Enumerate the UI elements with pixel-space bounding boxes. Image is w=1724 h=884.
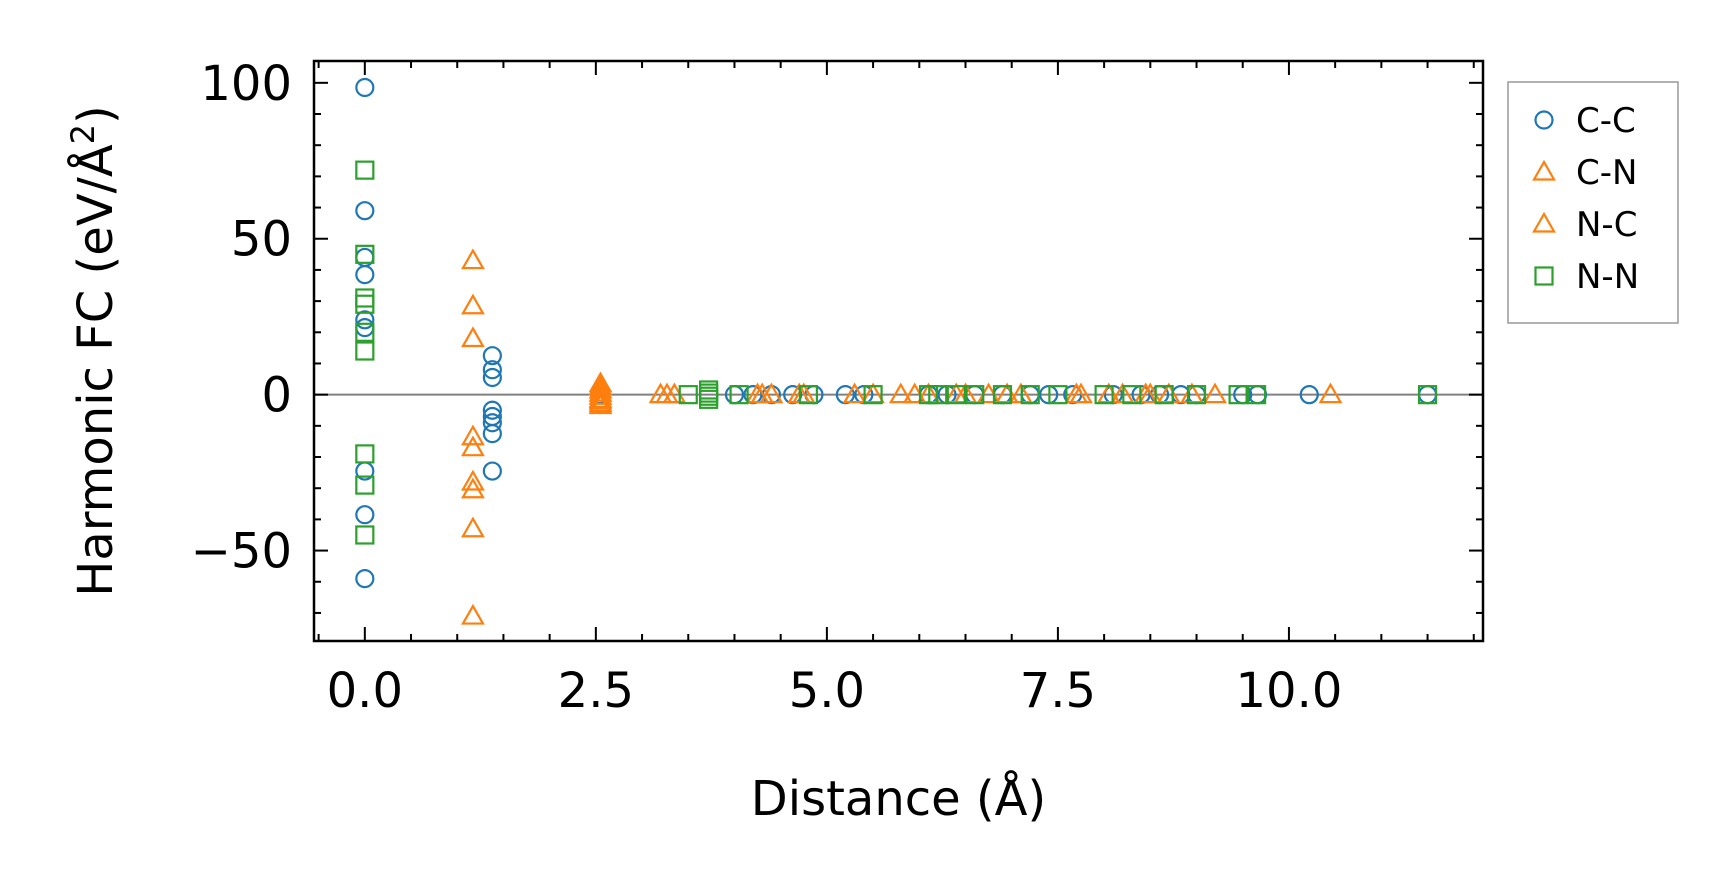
data-point-n-n [355, 525, 375, 545]
data-point-n-n [946, 385, 966, 405]
x-tick-label: 5.0 [789, 663, 865, 719]
legend-item-n-c: N-C [1532, 205, 1637, 245]
data-point-n-n [1122, 385, 1142, 405]
y-axis-label-close: ) [68, 105, 124, 124]
y-axis-label-main: Harmonic FC (eV/Å [67, 144, 124, 597]
data-point-c-n [461, 469, 485, 491]
data-point-c-c [1299, 385, 1319, 405]
data-point-n-c [750, 382, 775, 404]
data-point-n-n [992, 385, 1013, 405]
data-point-n-n [355, 341, 375, 361]
data-point-n-n [355, 444, 375, 464]
data-point-c-c [482, 413, 502, 433]
data-point-n-n [1246, 385, 1267, 405]
y-axis-label-superscript: 2 [64, 124, 102, 144]
legend-marker-c-c [1534, 110, 1554, 130]
legend-marker-n-n [1534, 266, 1554, 286]
y-tick-label: 0 [261, 368, 292, 424]
data-point-c-c [355, 265, 375, 285]
data-point-n-n [355, 244, 375, 264]
data-point-n-n [355, 322, 375, 342]
data-point-c-c [355, 77, 375, 98]
data-point-c-n [461, 477, 485, 499]
legend-label: C-C [1576, 101, 1636, 141]
data-point-n-c [1069, 382, 1093, 404]
data-point-n-n [1186, 385, 1207, 405]
data-point-n-n [678, 385, 698, 405]
legend-label: N-N [1576, 257, 1639, 297]
data-point-c-c [482, 461, 502, 481]
legend-marker-c-n [1532, 159, 1556, 181]
data-point-n-n [1020, 385, 1040, 405]
data-point-c-n [842, 382, 867, 404]
data-point-n-n [1154, 385, 1174, 405]
legend-marker-n-c [1532, 211, 1556, 233]
data-point-n-n [355, 475, 375, 495]
x-tick-label: 10.0 [1235, 663, 1342, 719]
x-tick-label: 0.0 [327, 663, 403, 719]
data-point-c-n [461, 603, 485, 625]
data-point-c-n [461, 424, 485, 446]
series-n-n [355, 160, 1438, 545]
x-tick-label: 7.5 [1020, 663, 1096, 719]
x-tick-label: 2.5 [558, 663, 634, 719]
data-point-c-c [482, 400, 502, 420]
data-point-n-n [1228, 385, 1248, 405]
data-point-n-n [355, 160, 375, 180]
data-point-c-n [461, 516, 485, 538]
data-point-n-n [798, 385, 818, 405]
y-tick-label: −50 [191, 524, 292, 580]
data-point-c-c [482, 367, 502, 388]
data-point-n-n [1417, 385, 1438, 405]
data-point-c-n [888, 382, 913, 404]
data-point-c-c [482, 424, 502, 444]
data-point-n-c [588, 387, 613, 408]
data-point-n-n [1048, 385, 1068, 405]
data-point-n-n [928, 385, 948, 405]
data-point-c-c [355, 201, 375, 221]
data-point-n-n [698, 389, 719, 409]
data-point-c-n [1203, 382, 1227, 404]
legend-label: C-N [1576, 153, 1637, 193]
data-point-c-n [1318, 382, 1343, 404]
data-point-n-c [588, 380, 613, 402]
plot-frame [312, 59, 1485, 643]
x-axis-label: Distance (Å) [751, 770, 1046, 827]
data-point-c-n [461, 293, 485, 315]
y-tick-label: 50 [231, 212, 292, 268]
data-point-c-n [461, 248, 485, 270]
legend-item-c-c: C-C [1534, 101, 1636, 141]
data-point-n-n [729, 385, 749, 405]
data-point-n-c [655, 382, 679, 404]
data-point-n-n [355, 294, 375, 314]
data-point-c-c [355, 505, 375, 525]
data-point-c-c [355, 569, 375, 589]
data-point-c-c [355, 310, 375, 330]
data-point-n-n [965, 385, 985, 405]
data-point-n-n [1094, 385, 1114, 405]
legend-label: N-C [1576, 205, 1637, 245]
legend: C-C C-N N-C N-N [1507, 81, 1679, 324]
data-point-c-c [482, 346, 502, 366]
y-tick-label: 100 [200, 56, 292, 112]
y-axis-label: Harmonic FC (eV/Å2) [64, 105, 124, 597]
data-point-c-c [482, 360, 502, 380]
legend-item-c-n: C-N [1532, 153, 1637, 193]
data-point-c-n [461, 326, 485, 348]
data-point-n-n [863, 385, 883, 405]
legend-item-n-n: N-N [1534, 257, 1639, 297]
data-point-n-c [588, 391, 613, 412]
data-point-c-n [461, 435, 485, 457]
